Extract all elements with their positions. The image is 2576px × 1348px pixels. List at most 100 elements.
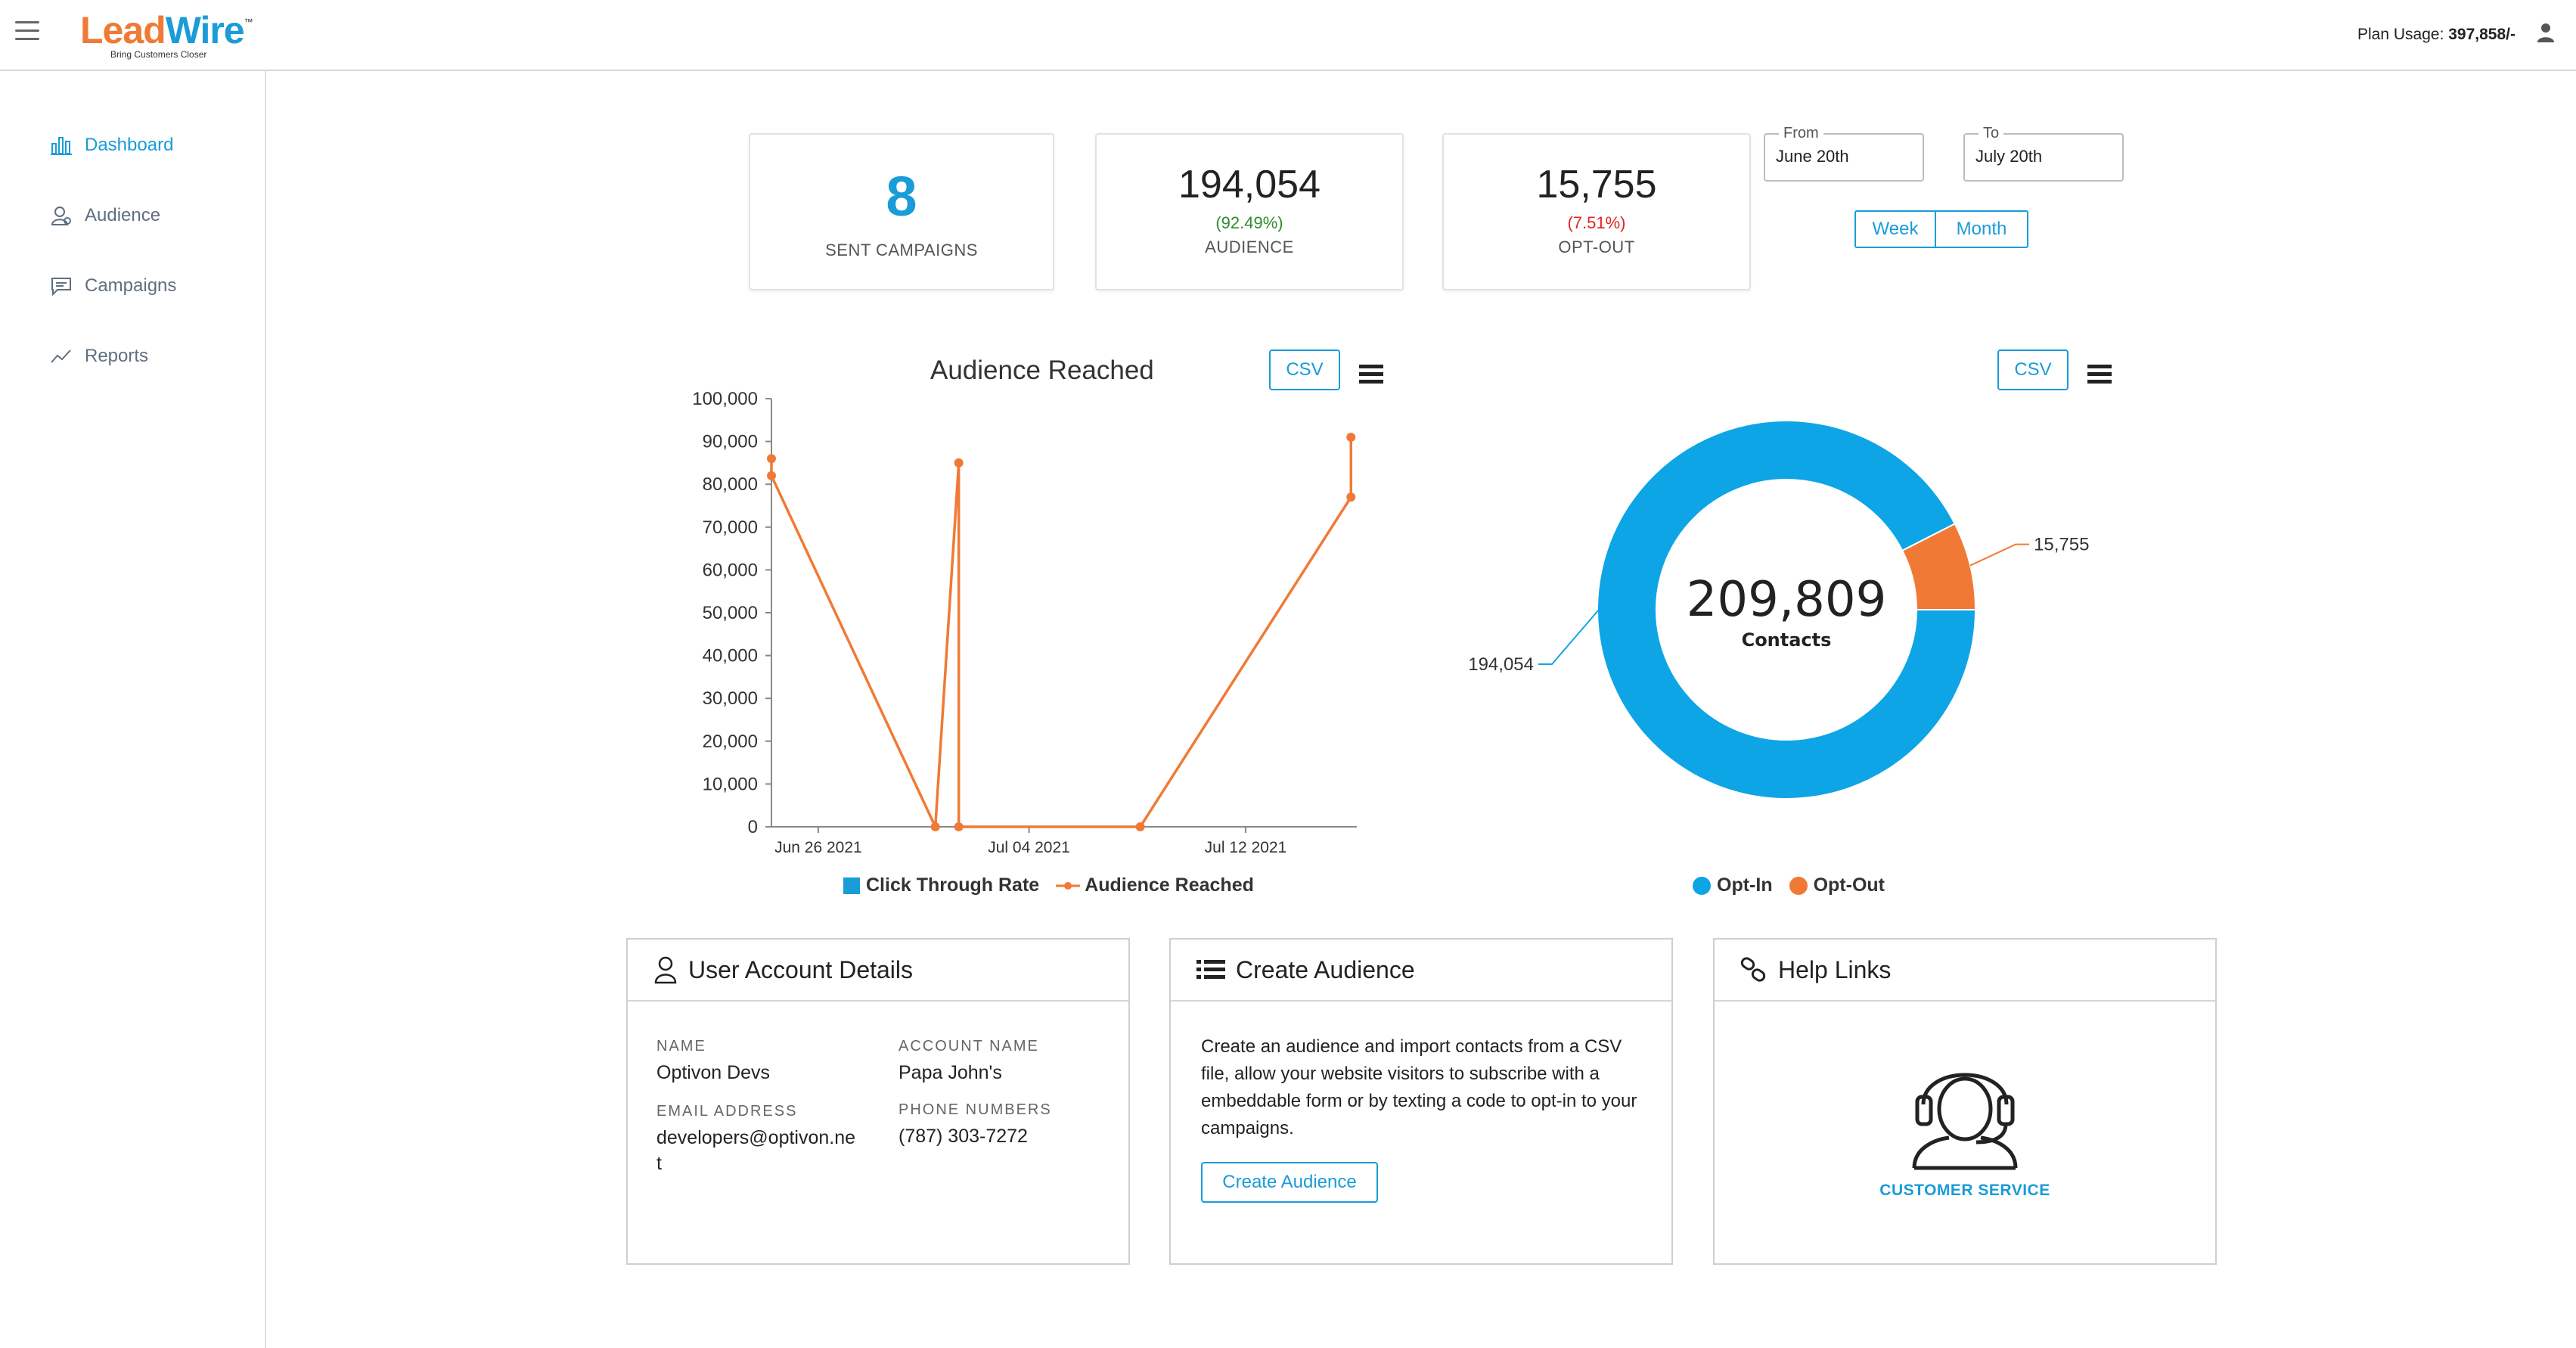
sent-campaigns-value: 8 [886,165,917,228]
email-field: Email Address developers@optivon.ne t [656,1103,876,1176]
create-audience-panel: Create Audience Create an audience and i… [1169,938,1673,1265]
line-chart-legend: Click Through Rate Audience Reached [843,874,1271,896]
legend-swatch-blue [843,877,860,894]
optout-label: OPT-OUT [1558,238,1635,256]
legend-label: Opt-Out [1813,874,1885,896]
user-account-header: User Account Details [628,940,1128,1002]
y-tick-label: 60,000 [703,560,758,580]
period-toggle: Week Month [1854,210,2028,248]
sidebar-item-audience[interactable]: Audience [50,200,160,231]
help-links-title: Help Links [1778,955,1892,983]
optout-value: 15,755 [1536,163,1657,207]
opt-out-connector [1969,543,2030,567]
y-tick-label: 90,000 [703,432,758,452]
line-chart-menu-icon[interactable] [1359,365,1383,386]
audience-reached-point[interactable] [954,458,964,467]
y-tick-label: 80,000 [703,474,758,495]
name-value: Optivon Devs [656,1062,771,1083]
legend-label: Opt-In [1717,874,1773,896]
plan-usage-label: Plan Usage: [2357,26,2444,43]
user-outline-icon [654,956,677,984]
donut-chart-menu-icon[interactable] [2087,365,2112,386]
legend-label: Audience Reached [1085,874,1254,896]
y-tick-label: 20,000 [703,731,758,752]
donut-chart-csv-button[interactable]: CSV [1997,349,2069,390]
from-date-label: From [1779,125,1823,142]
to-date-field[interactable]: To July 20th [1963,125,2124,182]
audience-reached-point[interactable] [930,822,940,831]
sidebar-item-label: Campaigns [85,275,177,296]
list-icon [1196,960,1225,979]
user-account-panel: User Account Details Name Optivon Devs A… [626,938,1130,1265]
logo-trademark: ™ [244,17,253,27]
sidebar-item-reports[interactable]: Reports [50,341,148,371]
audience-reached-point[interactable] [1135,822,1145,831]
account-name-label: Account Name [898,1038,1039,1054]
legend-item-opt-out[interactable]: Opt-Out [1789,874,1885,896]
line-chart-title: Audience Reached [930,356,1154,385]
audience-reached-point[interactable] [1346,492,1356,502]
from-date-field[interactable]: From June 20th [1764,125,1924,182]
phone-field: Phone Numbers (787) 303-7272 [898,1101,1052,1149]
sent-campaigns-card: 8 SENT CAMPAIGNS [749,133,1054,290]
account-name-field: Account Name Papa John's [898,1038,1039,1086]
email-label: Email Address [656,1103,798,1120]
sidebar-item-label: Audience [85,205,161,225]
legend-line-marker-icon [1056,881,1081,890]
y-tick-label: 30,000 [703,688,758,709]
optout-percent: (7.51%) [1567,213,1626,232]
help-links-header: Help Links [1715,940,2215,1002]
y-tick-label: 0 [748,817,758,837]
logo-tagline: Bring Customers Closer [110,49,207,60]
legend-item-audience-reached[interactable]: Audience Reached [1056,874,1254,896]
legend-item-opt-in[interactable]: Opt-In [1693,874,1773,896]
sidebar: Dashboard Audience Campaigns Reports [0,70,266,1348]
audience-value: 194,054 [1178,163,1321,207]
create-audience-header: Create Audience [1171,940,1671,1002]
audience-icon [51,207,71,225]
phone-value: (787) 303-7272 [898,1126,1028,1147]
audience-label: AUDIENCE [1205,238,1294,256]
bar-chart-icon [51,137,72,155]
week-button[interactable]: Week [1854,210,1936,248]
user-account-title: User Account Details [688,955,914,983]
plan-usage-value: 397,858/- [2448,26,2515,43]
line-chart-csv-button[interactable]: CSV [1269,349,1340,390]
sidebar-item-campaigns[interactable]: Campaigns [50,271,176,301]
sidebar-item-dashboard[interactable]: Dashboard [50,130,173,160]
trend-icon [51,349,71,363]
create-audience-button[interactable]: Create Audience [1201,1162,1378,1203]
hamburger-menu-icon[interactable] [15,21,39,41]
link-icon [1740,957,1766,982]
opt-in-connector [1538,609,1600,665]
user-icon[interactable] [2537,23,2555,42]
donut-chart-legend: Opt-In Opt-Out [1693,874,1901,896]
month-button[interactable]: Month [1936,210,2028,248]
logo[interactable]: LeadWire™ Bring Customers Closer [80,9,253,60]
x-tick-label: Jul 04 2021 [988,839,1070,856]
audience-reached-point[interactable] [767,454,776,464]
legend-label: Click Through Rate [866,874,1040,896]
sent-campaigns-label: SENT CAMPAIGNS [825,241,978,259]
legend-dot-opt-out [1789,876,1808,895]
logo-text-wire: Wire [165,9,245,51]
audience-reached-point[interactable] [767,471,776,480]
audience-reached-line [770,436,1353,828]
name-field: Name Optivon Devs [656,1038,770,1086]
y-tick-label: 40,000 [703,646,758,666]
optout-card: 15,755 (7.51%) OPT-OUT [1442,133,1751,290]
legend-item-click-through-rate[interactable]: Click Through Rate [843,874,1039,896]
audience-reached-point[interactable] [954,822,964,831]
legend-dot-opt-in [1693,876,1711,895]
help-links-panel: Help Links CUSTOMER SERVICE [1713,938,2217,1265]
headset-icon[interactable] [1907,1050,2023,1171]
top-header: LeadWire™ Bring Customers Closer Plan Us… [0,0,2576,71]
customer-service-link[interactable]: CUSTOMER SERVICE [1879,1182,2050,1199]
audience-reached-point[interactable] [1346,432,1356,442]
audience-card: 194,054 (92.49%) AUDIENCE [1095,133,1404,290]
opt-in-slice[interactable] [1597,419,1977,800]
y-tick-label: 50,000 [703,603,758,623]
x-tick-label: Jul 12 2021 [1205,839,1287,856]
